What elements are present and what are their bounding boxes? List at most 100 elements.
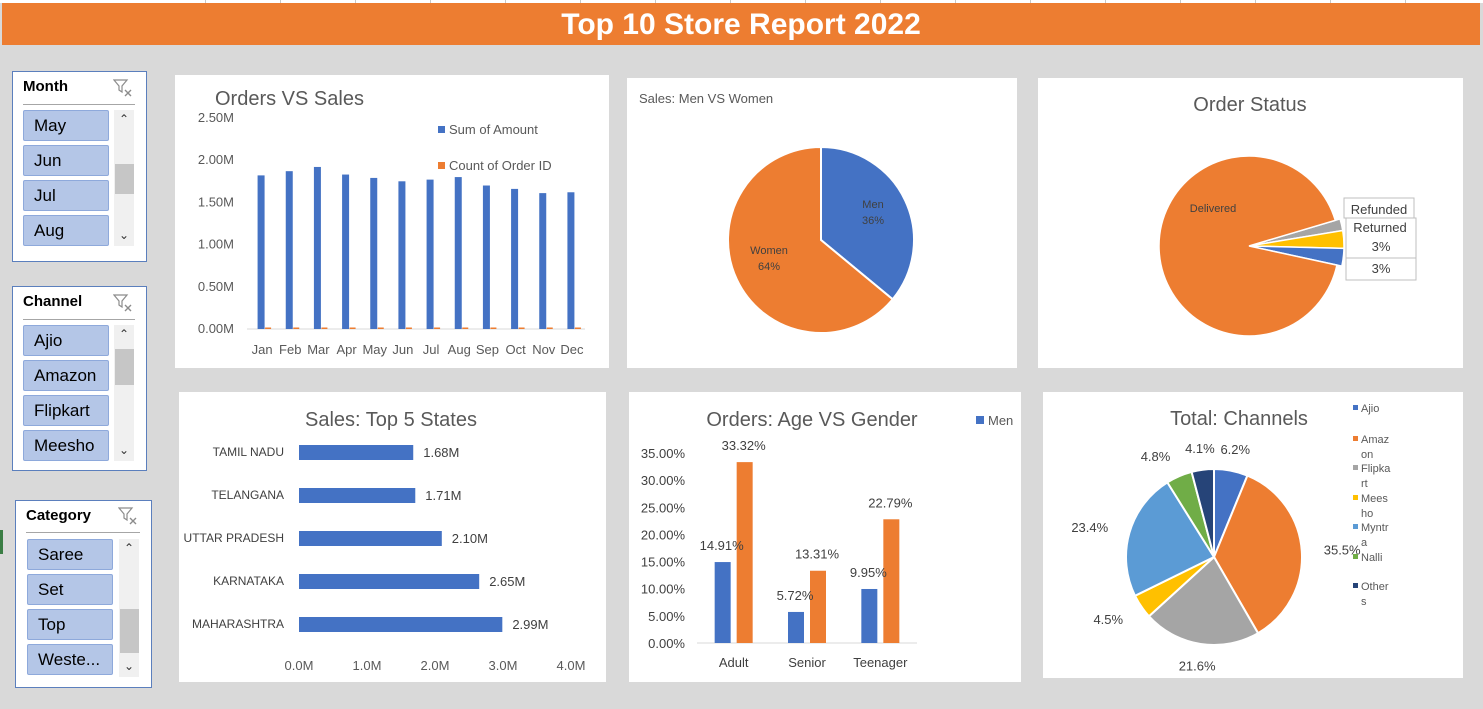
legend-label-ajio: Ajio — [1361, 403, 1379, 415]
x-tick-label: Oct — [505, 342, 526, 357]
x-tick-label: Nov — [532, 342, 556, 357]
slicer-item-jun[interactable]: Jun — [23, 145, 109, 176]
pie-slice-others — [1190, 467, 1215, 558]
legend-swatch-others — [1353, 583, 1358, 588]
top5-states-chart[interactable]: Sales: Top 5 States TAMIL NADU 1.68M TELANG… — [179, 392, 606, 682]
slicer-item-ajio[interactable]: Ajio — [23, 325, 109, 356]
bar-maharashtra — [299, 617, 503, 632]
slicer-item-western[interactable]: Weste... — [27, 644, 113, 675]
category-slicer[interactable]: Category Saree Set Top Weste... ⌃ ⌄ — [15, 500, 152, 688]
chart-title: Sales: Men VS Women — [639, 91, 773, 106]
category-label: TELANGANA — [211, 488, 284, 502]
y-tick-label: 1.50M — [198, 194, 234, 209]
sales-men-women-chart[interactable]: Sales: Men VS Women Men 36% Women 64% — [627, 78, 1017, 368]
month-slicer[interactable]: Month May Jun Jul Aug ⌃ ⌄ — [12, 71, 147, 262]
legend-label-flipkart: Flipka — [1361, 463, 1391, 475]
category-label: MAHARASHTRA — [192, 617, 284, 631]
x-tick-label: Aug — [448, 342, 471, 357]
x-tick-label: Sep — [476, 342, 499, 357]
scroll-up-icon[interactable]: ⌃ — [123, 541, 135, 555]
slicer-item-meesho[interactable]: Meesho — [23, 430, 109, 461]
channel-slicer-title: Channel — [23, 293, 83, 310]
slicer-item-may[interactable]: May — [23, 110, 109, 141]
clear-filter-icon[interactable] — [118, 507, 138, 525]
slicer-item-amazon[interactable]: Amazon — [23, 360, 109, 391]
category-slicer-title: Category — [26, 507, 92, 524]
legend-label-sum-of-amount: Sum of Amount — [449, 122, 538, 137]
slicer-divider — [23, 104, 135, 105]
bar-men-teenager — [861, 588, 878, 643]
legend-label-amazon: on — [1361, 449, 1373, 461]
month-slicer-title: Month — [23, 78, 68, 95]
category-label: KARNATAKA — [213, 574, 284, 588]
scrollbar[interactable]: ⌃ ⌄ — [114, 325, 134, 461]
bar-sum-of-amount-nov — [539, 193, 547, 329]
chart-title: Sales: Top 5 States — [305, 409, 477, 431]
bar-sum-of-amount-oct — [511, 188, 519, 329]
scroll-thumb[interactable] — [115, 164, 134, 194]
bar-count-of-order-aug — [462, 327, 469, 329]
slicer-item-jul[interactable]: Jul — [23, 180, 109, 211]
bar-series2-senior — [810, 570, 826, 643]
orders-vs-sales-chart[interactable]: Orders VS Sales 0.00M 0.50M 1.00M 1.50M 2.00M… — [175, 75, 609, 368]
legend-label-myntra: a — [1361, 537, 1368, 549]
age-vs-gender-chart[interactable]: Orders: Age VS Gender Men 0.00% 5.00% 10.00%… — [629, 392, 1021, 682]
legend-label-nalli: Nalli — [1361, 552, 1382, 564]
scroll-down-icon[interactable]: ⌄ — [123, 659, 135, 673]
scroll-thumb[interactable] — [120, 609, 139, 653]
slicer-item-saree[interactable]: Saree — [27, 539, 113, 570]
channel-slicer[interactable]: Channel Ajio Amazon Flipkart Meesho ⌃ ⌄ — [12, 286, 147, 471]
bar-count-of-order-may — [377, 327, 384, 329]
bar-sum-of-amount-aug — [454, 177, 462, 329]
legend-swatch-ajio — [1353, 405, 1358, 410]
bar-sum-of-amount-jan — [257, 175, 265, 329]
bar-sum-of-amount-jun — [398, 181, 406, 329]
bar-count-of-order-nov — [546, 327, 553, 329]
scroll-down-icon[interactable]: ⌄ — [118, 443, 130, 457]
scrollbar[interactable]: ⌃ ⌄ — [119, 539, 139, 677]
scrollbar[interactable]: ⌃ ⌄ — [114, 110, 134, 246]
scroll-thumb[interactable] — [115, 349, 134, 385]
data-label-meesho: 4.5% — [1093, 612, 1123, 627]
clear-filter-icon[interactable] — [113, 79, 133, 97]
slicer-item-top[interactable]: Top — [27, 609, 113, 640]
data-label-nalli: 4.8% — [1141, 449, 1171, 464]
bar-count-of-order-mar — [321, 327, 328, 329]
legend-label-flipkart: rt — [1361, 478, 1368, 490]
bar-count-of-order-sep — [490, 327, 497, 329]
pie-slice-women — [727, 145, 895, 334]
category-label: UTTAR PRADESH — [184, 531, 284, 545]
clear-filter-icon[interactable] — [113, 294, 133, 312]
y-tick-label: 0.50M — [198, 279, 234, 294]
bar-men-adult — [714, 562, 731, 643]
chart-title: Order Status — [1193, 94, 1306, 116]
scroll-up-icon[interactable]: ⌃ — [118, 327, 130, 341]
bar-count-of-order-dec — [574, 327, 581, 329]
x-tick-label: 4.0M — [557, 658, 586, 673]
slicer-item-set[interactable]: Set — [27, 574, 113, 605]
order-status-chart[interactable]: Order Status Delivered Refunded Returned 3% 3… — [1038, 78, 1463, 368]
data-label-other-pct: 3% — [1372, 261, 1391, 276]
x-tick-label: 1.0M — [353, 658, 382, 673]
scroll-down-icon[interactable]: ⌄ — [118, 228, 130, 242]
data-label-men-pct: 36% — [862, 215, 884, 227]
x-tick-label: 3.0M — [489, 658, 518, 673]
x-tick-label: 2.0M — [421, 658, 450, 673]
pie-slice-myntra — [1125, 480, 1216, 598]
y-tick-label: 1.00M — [198, 237, 234, 252]
data-label-others: 4.1% — [1185, 441, 1215, 456]
callout-other-box — [1345, 257, 1417, 281]
legend-label-count-of-order-id: Count of Order ID — [449, 158, 552, 173]
slicer-item-aug[interactable]: Aug — [23, 215, 109, 246]
x-tick-label: Mar — [307, 342, 330, 357]
total-channels-chart[interactable]: Total: Channels 6.2% 35.5% 21.6% 4.5% 23.4% 4.… — [1043, 392, 1463, 678]
legend-swatch-flipkart — [1353, 465, 1358, 470]
scroll-up-icon[interactable]: ⌃ — [118, 112, 130, 126]
slicer-item-flipkart[interactable]: Flipkart — [23, 395, 109, 426]
data-label-flipkart: 21.6% — [1179, 659, 1216, 674]
legend-label-others: Other — [1361, 581, 1389, 593]
x-tick-label: Jun — [392, 342, 413, 357]
x-tick-label: Adult — [719, 655, 749, 670]
data-label-returned-pct: 3% — [1372, 239, 1391, 254]
legend-swatch-sum-of-amount — [438, 126, 445, 133]
